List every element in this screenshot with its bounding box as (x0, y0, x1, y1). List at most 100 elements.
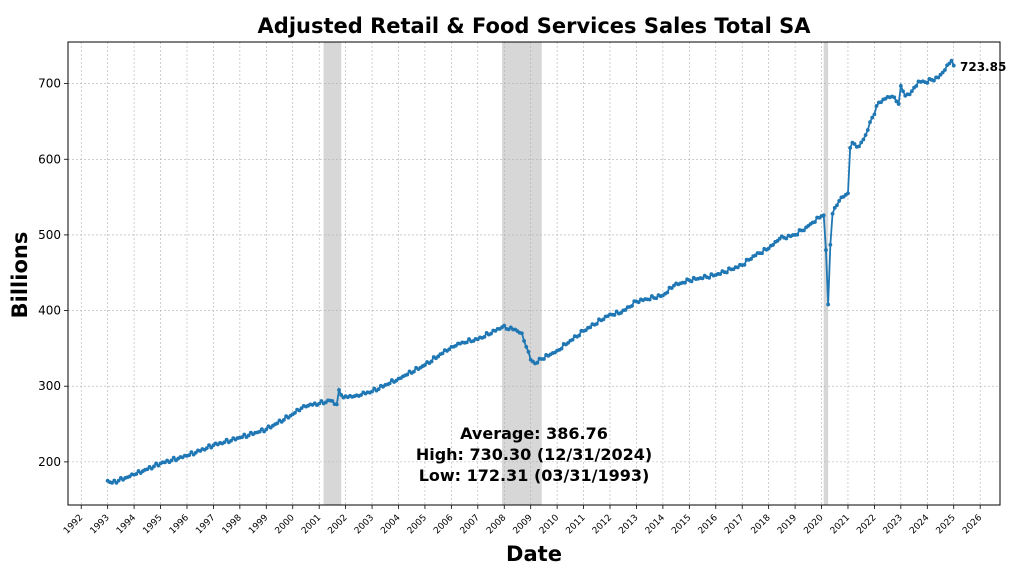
data-point-382 (947, 61, 952, 66)
data-point-375 (932, 78, 936, 83)
data-point-104 (334, 402, 339, 407)
data-point-163 (464, 340, 469, 345)
data-point-337 (848, 146, 853, 150)
data-point-327 (826, 302, 831, 307)
data-point-62 (242, 432, 247, 437)
x-tick-label-1997: 1997 (194, 513, 217, 536)
data-point-61 (240, 435, 244, 440)
data-point-367 (914, 84, 919, 88)
data-point-102 (330, 399, 335, 403)
data-point-343 (861, 137, 866, 142)
data-point-206 (559, 346, 564, 351)
plot-frame (67, 41, 1001, 506)
data-point-85 (293, 410, 297, 415)
data-point-348 (872, 112, 877, 117)
data-point-308 (784, 236, 789, 241)
average-stat: Average: 386.76 (460, 424, 608, 443)
data-point-361 (901, 89, 905, 94)
data-point-115 (359, 393, 363, 397)
data-point-211 (570, 337, 575, 342)
x-tick-label-2005: 2005 (406, 513, 429, 536)
data-point-294 (753, 253, 758, 258)
data-point-136 (405, 372, 410, 377)
x-tick-label-2018: 2018 (750, 513, 773, 536)
data-point-379 (940, 70, 945, 75)
data-point-214 (577, 333, 582, 338)
data-point-144 (423, 363, 427, 367)
data-point-97 (319, 399, 324, 403)
recession-band-3 (823, 42, 829, 505)
data-point-265 (689, 279, 694, 284)
x-tick-label-2006: 2006 (432, 513, 455, 536)
data-point-372 (925, 81, 930, 85)
data-point-77 (275, 421, 280, 426)
data-point-21 (152, 464, 156, 469)
data-point-29 (169, 458, 174, 463)
data-point-332 (837, 198, 842, 203)
data-point-364 (907, 92, 912, 97)
x-tick-label-1996: 1996 (168, 513, 191, 536)
data-point-297 (760, 251, 764, 256)
grid-group (68, 42, 1000, 505)
data-point-152 (440, 351, 445, 356)
text-group: Adjusted Retail & Food Services Sales To… (8, 14, 1006, 566)
x-tick-label-2011: 2011 (564, 513, 587, 536)
data-point-286 (735, 265, 740, 270)
series-group (105, 58, 956, 485)
data-point-302 (771, 243, 775, 247)
data-point-180 (502, 323, 507, 328)
data-point-120 (370, 389, 374, 394)
x-tick-label-2012: 2012 (591, 513, 614, 536)
x-tick-label-2008: 2008 (485, 513, 508, 536)
data-point-230 (612, 313, 617, 317)
data-point-358 (894, 99, 899, 104)
data-point-344 (863, 133, 868, 137)
x-tick-label-2025: 2025 (935, 513, 958, 536)
x-tick-label-2007: 2007 (459, 513, 482, 536)
data-point-56 (229, 438, 233, 443)
x-tick-label-2020: 2020 (802, 513, 825, 536)
data-point-256 (669, 286, 674, 290)
data-point-189 (522, 339, 526, 343)
y-axis-label: Billions (8, 232, 32, 319)
data-point-384 (951, 63, 956, 68)
data-point-147 (429, 359, 434, 364)
data-point-72 (264, 427, 269, 432)
data-point-346 (868, 120, 872, 125)
x-tick-label-2001: 2001 (300, 513, 323, 536)
y-tick-label-700: 700 (38, 77, 61, 91)
data-point-316 (802, 228, 806, 233)
data-point-241 (636, 300, 641, 305)
data-point-46 (207, 443, 211, 448)
data-point-329 (830, 211, 835, 216)
data-point-217 (583, 328, 588, 333)
x-tick-label-2021: 2021 (829, 513, 852, 536)
x-tick-label-2002: 2002 (326, 513, 349, 536)
recession-band-2 (502, 42, 542, 505)
x-tick-label-2026: 2026 (961, 513, 984, 536)
data-point-339 (852, 142, 857, 146)
data-point-80 (282, 417, 286, 422)
data-point-380 (943, 68, 947, 72)
x-tick-label-2023: 2023 (882, 513, 905, 536)
data-point-106 (339, 393, 344, 397)
y-tick-label-400: 400 (38, 304, 61, 318)
data-point-289 (742, 262, 747, 267)
data-point-171 (482, 334, 487, 339)
data-point-357 (892, 95, 897, 100)
x-tick-label-2000: 2000 (274, 513, 297, 536)
x-tick-label-2003: 2003 (353, 513, 376, 536)
x-tick-label-1999: 1999 (247, 513, 270, 536)
data-point-123 (376, 387, 381, 392)
data-point-321 (813, 220, 817, 224)
data-point-105 (337, 388, 341, 392)
data-point-155 (447, 347, 452, 352)
data-point-30 (171, 455, 176, 460)
data-point-139 (412, 369, 416, 374)
data-point-69 (257, 429, 262, 434)
data-point-191 (526, 349, 531, 354)
data-point-278 (718, 272, 723, 276)
data-point-5 (116, 478, 121, 483)
y-tick-label-300: 300 (38, 379, 61, 393)
